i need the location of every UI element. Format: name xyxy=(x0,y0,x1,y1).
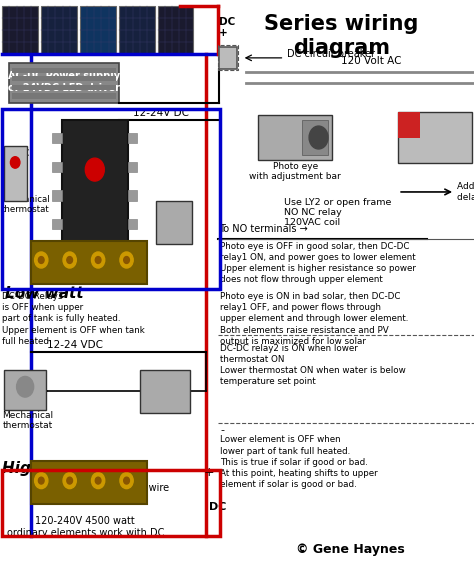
Circle shape xyxy=(95,257,101,264)
Circle shape xyxy=(35,252,48,268)
Text: 10 ga wire: 10 ga wire xyxy=(118,483,170,493)
Circle shape xyxy=(67,257,73,264)
Circle shape xyxy=(120,252,133,268)
Circle shape xyxy=(309,126,328,149)
Bar xyxy=(2,109,220,289)
Text: High watt: High watt xyxy=(2,461,86,476)
Circle shape xyxy=(10,156,20,168)
Bar xyxy=(12,85,116,90)
Circle shape xyxy=(38,477,44,484)
Text: +: + xyxy=(203,466,214,479)
Bar xyxy=(52,133,62,143)
Bar xyxy=(12,68,116,73)
Text: 12-24V DC: 12-24V DC xyxy=(133,108,189,118)
Text: DC: DC xyxy=(209,502,226,512)
Bar xyxy=(156,201,192,244)
Circle shape xyxy=(91,473,105,489)
Bar xyxy=(140,370,190,413)
Text: © Gene Haynes: © Gene Haynes xyxy=(296,543,405,556)
Text: DC circuit breaker: DC circuit breaker xyxy=(287,49,375,59)
Circle shape xyxy=(63,252,76,268)
Bar xyxy=(4,146,27,201)
Bar xyxy=(119,6,155,54)
Bar xyxy=(128,190,137,201)
Bar xyxy=(2,470,220,536)
Text: 120 Volt AC: 120 Volt AC xyxy=(341,56,402,66)
Text: 120-240V 4500 watt
ordinary elements work with DC: 120-240V 4500 watt ordinary elements wor… xyxy=(7,516,164,538)
Text: DC-DC Relay3
is OFF when upper
part of tank is fully heated.
Upper element is OF: DC-DC Relay3 is OFF when upper part of t… xyxy=(2,292,145,346)
Bar xyxy=(128,133,137,143)
Circle shape xyxy=(120,473,133,489)
Bar xyxy=(52,162,62,172)
Text: Use LY2 or open frame
NO NC relay
120VAC coil: Use LY2 or open frame NO NC relay 120VAC… xyxy=(284,198,392,227)
Text: Add optional
delay timer: Add optional delay timer xyxy=(457,182,474,202)
Text: Photo eye is ON in bad solar, then DC-DC
relay1 OFF, and power flows through
upp: Photo eye is ON in bad solar, then DC-DC… xyxy=(220,292,409,346)
Text: To NO terminals →: To NO terminals → xyxy=(219,224,308,234)
Bar xyxy=(31,241,147,284)
Bar xyxy=(128,219,137,229)
Bar xyxy=(2,6,38,54)
Text: Low watt: Low watt xyxy=(5,286,83,301)
Circle shape xyxy=(124,477,129,484)
Bar xyxy=(52,219,62,229)
Text: DC - DC
Relay2: DC - DC Relay2 xyxy=(146,380,184,402)
Bar xyxy=(4,370,46,410)
Circle shape xyxy=(95,477,101,484)
Bar xyxy=(218,45,238,70)
Bar xyxy=(219,47,237,69)
Circle shape xyxy=(85,158,104,181)
Text: 12-24 VDC: 12-24 VDC xyxy=(47,340,103,350)
Circle shape xyxy=(38,257,44,264)
Bar xyxy=(12,93,116,99)
Text: High amp
DC - DC
Relay1: High amp DC - DC Relay1 xyxy=(67,172,123,206)
Bar xyxy=(80,6,116,54)
Bar xyxy=(9,63,119,103)
Text: AC-DC Power supply
or 24VDC LED driver: AC-DC Power supply or 24VDC LED driver xyxy=(8,71,120,93)
Circle shape xyxy=(35,473,48,489)
Text: Mechanical
thermostat: Mechanical thermostat xyxy=(2,411,54,430)
Bar xyxy=(31,461,147,504)
Text: DC
+: DC + xyxy=(219,17,235,38)
Circle shape xyxy=(63,473,76,489)
Bar xyxy=(62,120,128,244)
Circle shape xyxy=(67,477,73,484)
Text: Red-White
go to coil: Red-White go to coil xyxy=(412,115,458,134)
Bar xyxy=(128,162,137,172)
Bar xyxy=(12,76,116,81)
Circle shape xyxy=(91,252,105,268)
Bar xyxy=(398,112,420,138)
Text: -: - xyxy=(220,425,224,435)
Bar xyxy=(398,112,472,163)
Text: DC-DC relay2 is ON when lower
thermostat ON
Lower thermostat ON when water is be: DC-DC relay2 is ON when lower thermostat… xyxy=(220,344,406,386)
Bar xyxy=(158,6,193,54)
Text: Photo eye is OFF in good solar, then DC-DC
relay1 ON, and power goes to lower el: Photo eye is OFF in good solar, then DC-… xyxy=(220,242,417,284)
Bar xyxy=(41,6,77,54)
Circle shape xyxy=(124,257,129,264)
Bar xyxy=(302,120,328,155)
Bar xyxy=(52,190,62,201)
Text: Lower element is OFF when
lower part of tank full heated.
This is true if solar : Lower element is OFF when lower part of … xyxy=(220,435,378,489)
Text: DC-DC
relay3: DC-DC relay3 xyxy=(1,149,30,168)
Text: Series wiring
diagram: Series wiring diagram xyxy=(264,14,419,57)
Text: Mechanical
thermostat: Mechanical thermostat xyxy=(1,195,50,214)
Circle shape xyxy=(17,376,34,397)
Text: Photo eye
with adjustment bar: Photo eye with adjustment bar xyxy=(249,162,341,181)
Bar xyxy=(258,115,332,160)
Text: 240V 1000 watt: 240V 1000 watt xyxy=(56,256,134,266)
